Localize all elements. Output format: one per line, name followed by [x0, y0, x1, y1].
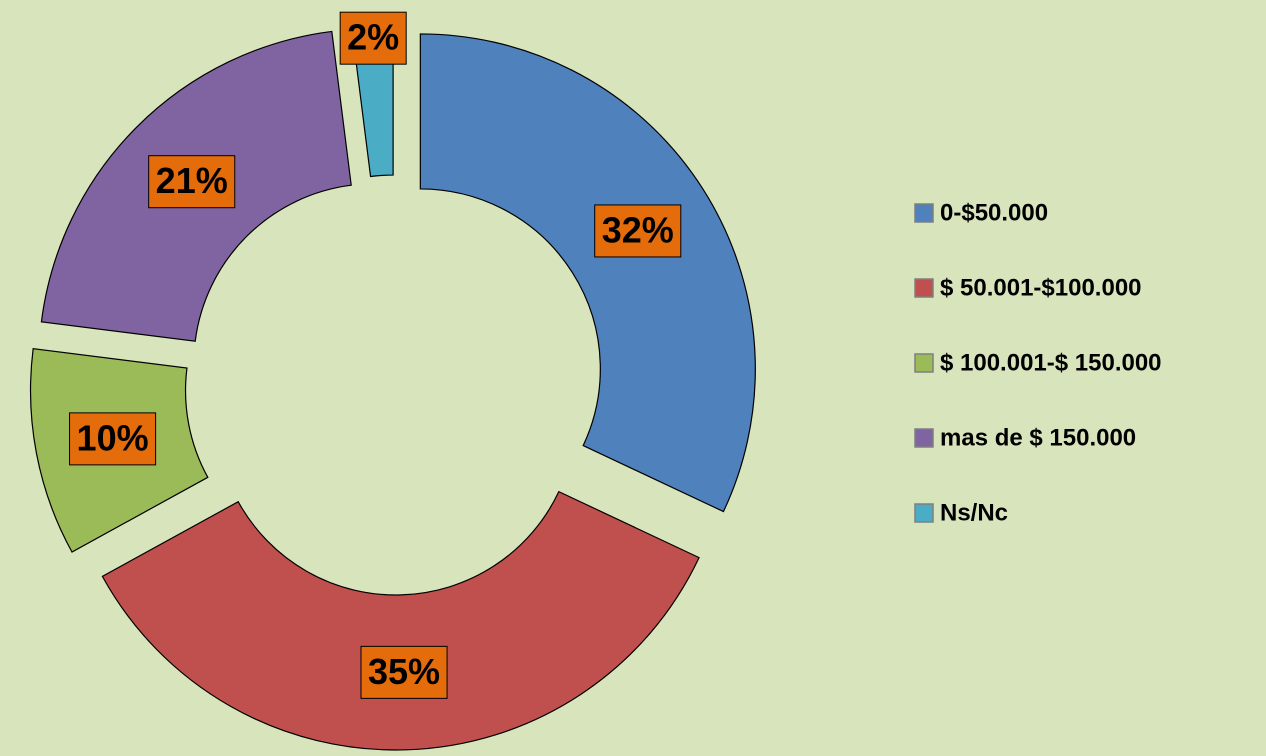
legend-label: $ 100.001-$ 150.000	[940, 349, 1162, 376]
data-label: 32%	[594, 204, 682, 258]
legend-swatch	[914, 503, 934, 523]
legend-swatch	[914, 428, 934, 448]
data-label-box	[360, 645, 448, 699]
donut-slice	[419, 33, 756, 513]
data-label-box	[594, 204, 682, 258]
data-label-text: 32%	[602, 209, 674, 250]
legend-swatch	[914, 278, 934, 298]
legend-swatch	[914, 353, 934, 373]
data-label-text: 10%	[77, 417, 149, 458]
data-label: 35%	[360, 645, 448, 699]
data-label-text: 35%	[368, 651, 440, 692]
legend-label: 0-$50.000	[940, 199, 1048, 226]
donut-slice	[101, 490, 700, 751]
data-label-box	[339, 11, 407, 65]
data-label-box	[148, 155, 236, 209]
data-label: 21%	[148, 155, 236, 209]
data-label: 10%	[69, 412, 157, 466]
legend-label: mas de $ 150.000	[940, 424, 1136, 451]
data-label-box	[69, 412, 157, 466]
data-label-text: 21%	[156, 160, 228, 201]
legend-swatch	[914, 203, 934, 223]
data-label-text: 2%	[347, 17, 399, 58]
data-label: 2%	[339, 11, 407, 65]
legend-label: Ns/Nc	[940, 499, 1008, 526]
legend-label: $ 50.001-$100.000	[940, 274, 1142, 301]
